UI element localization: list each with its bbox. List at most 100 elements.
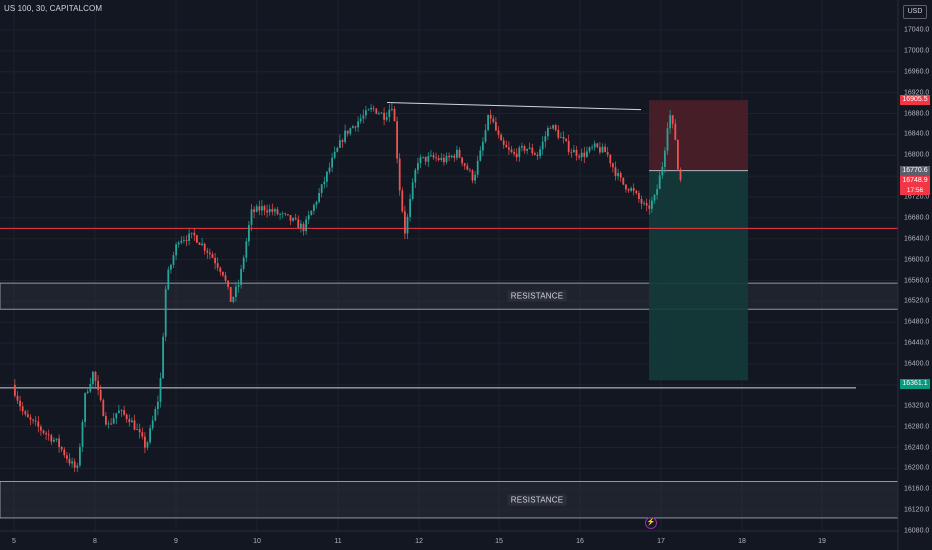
candle-body — [21, 406, 24, 412]
lightning-event-icon[interactable]: ⚡ — [645, 517, 657, 529]
candle-body — [271, 209, 274, 212]
candle-body — [391, 108, 393, 110]
candle-body — [536, 154, 539, 157]
candle-body — [406, 216, 409, 234]
candle-body — [227, 280, 229, 287]
candle-body — [159, 378, 162, 402]
candle-body — [515, 153, 518, 158]
candle-body — [128, 419, 131, 423]
candle-body — [326, 171, 328, 182]
candle-body — [198, 242, 201, 245]
candle-countdown: 17:56 — [900, 186, 930, 195]
candle-body — [175, 244, 177, 256]
candle-body — [235, 286, 237, 297]
candle-body — [604, 146, 606, 153]
candle-body — [131, 420, 133, 423]
candle-body — [328, 167, 331, 172]
price-tick-label: 16400.0 — [904, 360, 930, 368]
price-tick-label: 16160.0 — [904, 485, 930, 493]
candle-body — [370, 107, 372, 110]
candle-body — [404, 211, 406, 234]
candle-body — [110, 423, 112, 425]
candle-body — [448, 156, 450, 158]
candle-body — [427, 156, 430, 162]
trendline[interactable] — [386, 101, 642, 111]
candle-body — [167, 269, 170, 290]
candle-body — [154, 409, 157, 421]
candle-body — [565, 138, 567, 141]
candle-body — [445, 156, 448, 163]
candle-body — [224, 275, 227, 281]
candle-body — [263, 206, 266, 211]
candle-body — [349, 128, 352, 134]
time-tick-label: 18 — [738, 538, 746, 545]
candle-body — [190, 232, 193, 234]
candle-body — [463, 163, 466, 166]
candle-body — [453, 155, 456, 158]
candle-body — [222, 271, 224, 276]
candle-body — [60, 446, 63, 450]
candle-body — [591, 147, 593, 149]
candle-body — [188, 233, 190, 241]
candle-body — [141, 432, 144, 437]
candle-body — [42, 430, 45, 433]
symbol-title: US 100, 30, CAPITALCOM — [4, 4, 103, 13]
candle-body — [253, 209, 255, 212]
candle-body — [248, 224, 250, 242]
candle-body — [484, 130, 487, 142]
candle-body — [440, 157, 443, 161]
candle-body — [73, 461, 76, 468]
candle-body — [409, 198, 411, 217]
candle-body — [209, 252, 211, 255]
candle-body — [562, 137, 565, 139]
candle-body — [430, 155, 432, 157]
candle-body — [474, 174, 476, 181]
price-tick-label: 16560.0 — [904, 277, 930, 284]
candle-body — [320, 184, 323, 193]
candle-body — [502, 140, 505, 145]
candle-body — [383, 112, 385, 120]
candle-body — [544, 136, 547, 142]
resistance-zone — [0, 481, 899, 519]
candle-body — [310, 210, 313, 216]
candle-body — [393, 108, 396, 122]
trendline-segment — [386, 101, 642, 111]
price-tick-label: 16520.0 — [904, 297, 930, 305]
candle-body — [606, 152, 609, 155]
short-position-tool[interactable] — [649, 100, 748, 381]
resistance-zone — [0, 282, 899, 310]
candle-body — [123, 410, 125, 415]
candle-body — [240, 268, 242, 285]
horizontal-lines[interactable] — [0, 227, 898, 389]
candle-body — [292, 218, 294, 221]
candle-body — [76, 465, 79, 468]
candle-body — [138, 429, 141, 433]
candle-body — [677, 139, 679, 170]
resistance-zone-label: RESISTANCE — [507, 494, 567, 506]
candle-body — [380, 112, 383, 114]
candle-body — [19, 400, 21, 407]
time-tick-label: 11 — [334, 538, 342, 545]
price-tag: 16770.6 — [900, 166, 930, 176]
price-tick-label: 16480.0 — [904, 318, 930, 326]
candle-body — [315, 201, 318, 205]
currency-button[interactable]: USD — [903, 5, 927, 19]
candle-body — [396, 121, 398, 159]
candle-body — [45, 432, 47, 435]
candle-body — [388, 109, 391, 118]
candle-body — [341, 140, 344, 142]
candle-body — [458, 149, 461, 158]
price-tick-label: 16960.0 — [904, 68, 930, 76]
candle-body — [118, 410, 120, 414]
candle-body — [547, 127, 549, 137]
candle-body — [185, 240, 188, 241]
candle-body — [183, 240, 185, 241]
candle-body — [411, 182, 414, 199]
candle-body — [573, 149, 575, 153]
candle-body — [661, 166, 664, 176]
candle-body — [575, 149, 578, 156]
candle-body — [258, 206, 261, 211]
candle-body — [136, 429, 138, 430]
candle-body — [92, 371, 94, 385]
